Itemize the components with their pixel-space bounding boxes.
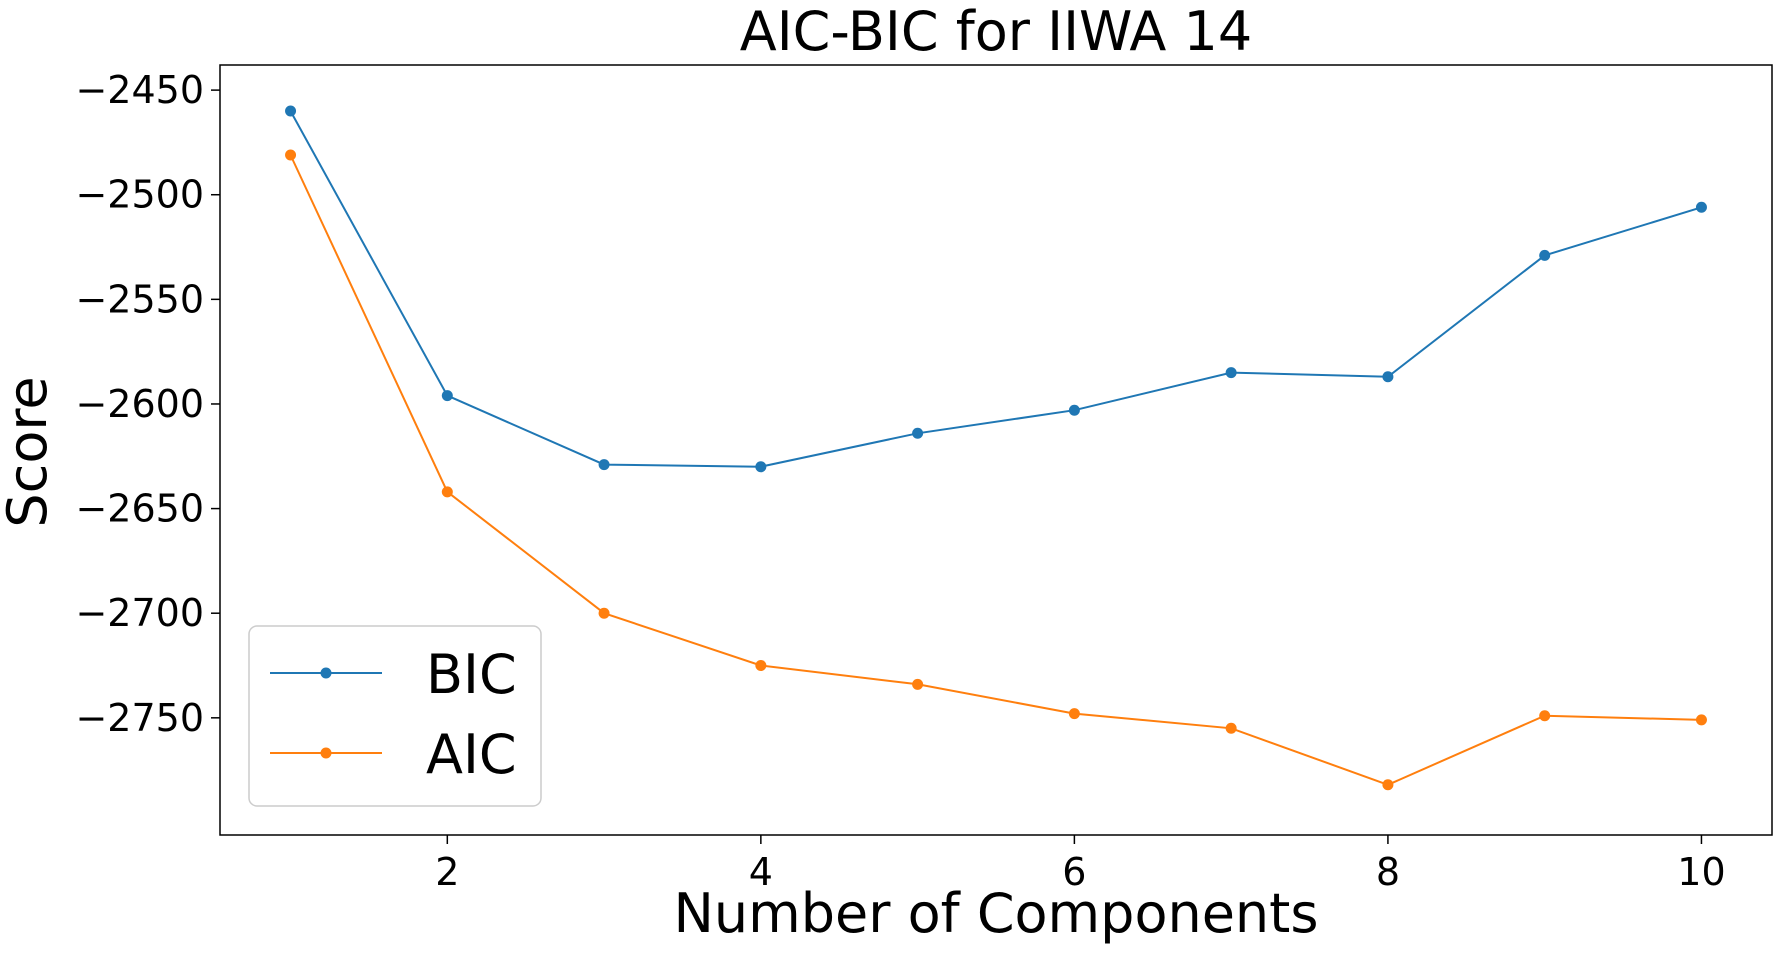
y-tick-label: −2450 — [75, 68, 204, 112]
data-point-aic — [1539, 710, 1551, 722]
y-tick-label: −2500 — [75, 173, 204, 217]
x-tick-label: 8 — [1376, 850, 1400, 894]
data-point-aic — [1382, 779, 1394, 791]
chart-title: AIC-BIC for IIWA 14 — [740, 0, 1253, 63]
data-point-aic — [441, 486, 453, 498]
data-point-aic — [598, 607, 610, 619]
data-point-bic — [1225, 367, 1237, 379]
legend-marker-bic — [320, 667, 332, 679]
data-point-bic — [1382, 371, 1394, 383]
data-point-bic — [912, 427, 924, 439]
series-layer — [285, 105, 1707, 791]
x-tick-label: 6 — [1062, 850, 1086, 894]
data-point-aic — [1068, 708, 1080, 720]
series-line-aic — [289, 154, 1702, 786]
plot-frame — [219, 64, 1773, 836]
legend-marker-aic — [320, 747, 332, 759]
data-point-bic — [441, 390, 453, 402]
data-point-aic — [1695, 714, 1707, 726]
y-axis-label: Score — [0, 376, 59, 527]
y-axis: −2450 −2500 −2550 −2600 −2650 −2700 −2750 — [75, 68, 220, 740]
y-tick-label: −2750 — [75, 696, 204, 740]
data-point-bic — [755, 461, 767, 473]
legend-label-bic: BIC — [426, 643, 517, 706]
x-tick-label: 10 — [1677, 850, 1725, 894]
legend-label-aic: AIC — [426, 723, 517, 786]
data-point-aic — [1225, 722, 1237, 734]
x-tick-label: 2 — [435, 850, 459, 894]
y-tick-label: −2650 — [75, 487, 204, 531]
data-point-bic — [1068, 404, 1080, 416]
data-point-bic — [1539, 249, 1551, 261]
y-tick-label: −2600 — [75, 382, 204, 426]
data-point-aic — [285, 149, 297, 161]
data-point-bic — [285, 105, 297, 117]
x-tick-label: 4 — [749, 850, 773, 894]
legend: BIC AIC — [248, 625, 542, 807]
x-axis-label: Number of Components — [674, 882, 1319, 945]
data-point-bic — [1695, 201, 1707, 213]
x-axis: 2 4 6 8 10 — [435, 835, 1726, 894]
data-point-aic — [912, 678, 924, 690]
y-tick-label: −2700 — [75, 591, 204, 635]
data-point-bic — [598, 459, 610, 471]
data-point-aic — [755, 660, 767, 672]
y-tick-label: −2550 — [75, 277, 204, 321]
series-line-bic — [289, 110, 1702, 468]
